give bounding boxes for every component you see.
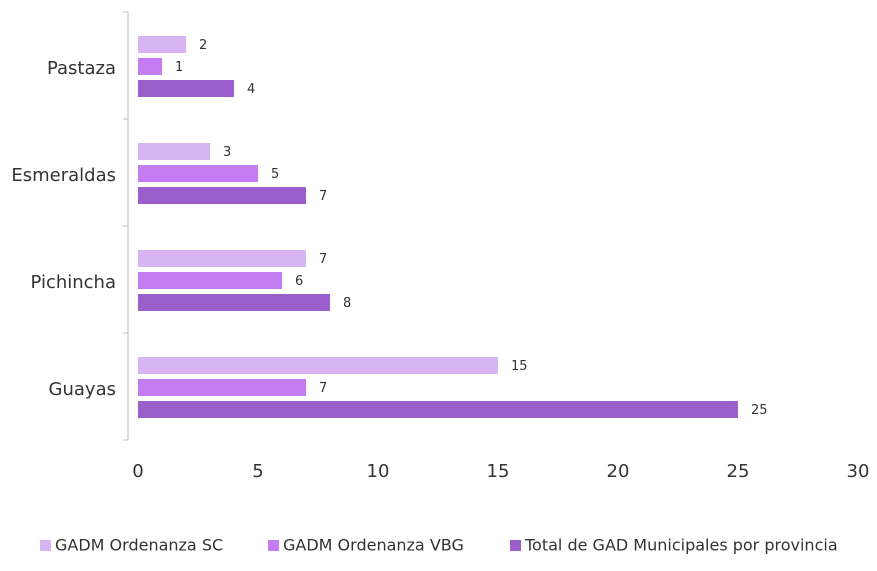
x-tick-label: 0	[132, 461, 143, 482]
value-label: 6	[295, 274, 303, 289]
value-label: 25	[751, 403, 768, 418]
bar	[138, 379, 306, 396]
legend-swatch	[510, 540, 521, 551]
x-tick-label: 30	[847, 461, 870, 482]
category-label: Esmeraldas	[11, 165, 116, 186]
bar	[138, 187, 306, 204]
x-tick-label: 10	[367, 461, 390, 482]
value-label: 5	[271, 167, 279, 182]
x-tick-label: 5	[252, 461, 263, 482]
bar	[138, 36, 186, 53]
category-label: Guayas	[49, 379, 116, 400]
x-tick-label: 20	[607, 461, 630, 482]
bar	[138, 80, 234, 97]
legend-label: Total de GAD Municipales por provincia	[524, 536, 838, 555]
x-tick-label: 25	[727, 461, 750, 482]
value-label: 8	[343, 296, 351, 311]
value-label: 7	[319, 381, 327, 396]
legend-label: GADM Ordenanza SC	[55, 536, 223, 555]
value-label: 4	[247, 82, 255, 97]
bar	[138, 401, 738, 418]
value-label: 2	[199, 38, 207, 53]
bar	[138, 250, 306, 267]
value-label: 7	[319, 189, 327, 204]
x-tick-label: 15	[487, 461, 510, 482]
legend-swatch	[268, 540, 279, 551]
bar	[138, 165, 258, 182]
value-label: 15	[511, 359, 528, 374]
bar	[138, 58, 162, 75]
category-label: Pichincha	[30, 272, 116, 293]
bar	[138, 294, 330, 311]
bar	[138, 143, 210, 160]
value-label: 7	[319, 252, 327, 267]
bar	[138, 272, 282, 289]
legend-label: GADM Ordenanza VBG	[283, 536, 464, 555]
category-label: Pastaza	[47, 58, 116, 79]
bar	[138, 357, 498, 374]
value-label: 1	[175, 60, 183, 75]
legend-swatch	[40, 540, 51, 551]
value-label: 3	[223, 145, 231, 160]
